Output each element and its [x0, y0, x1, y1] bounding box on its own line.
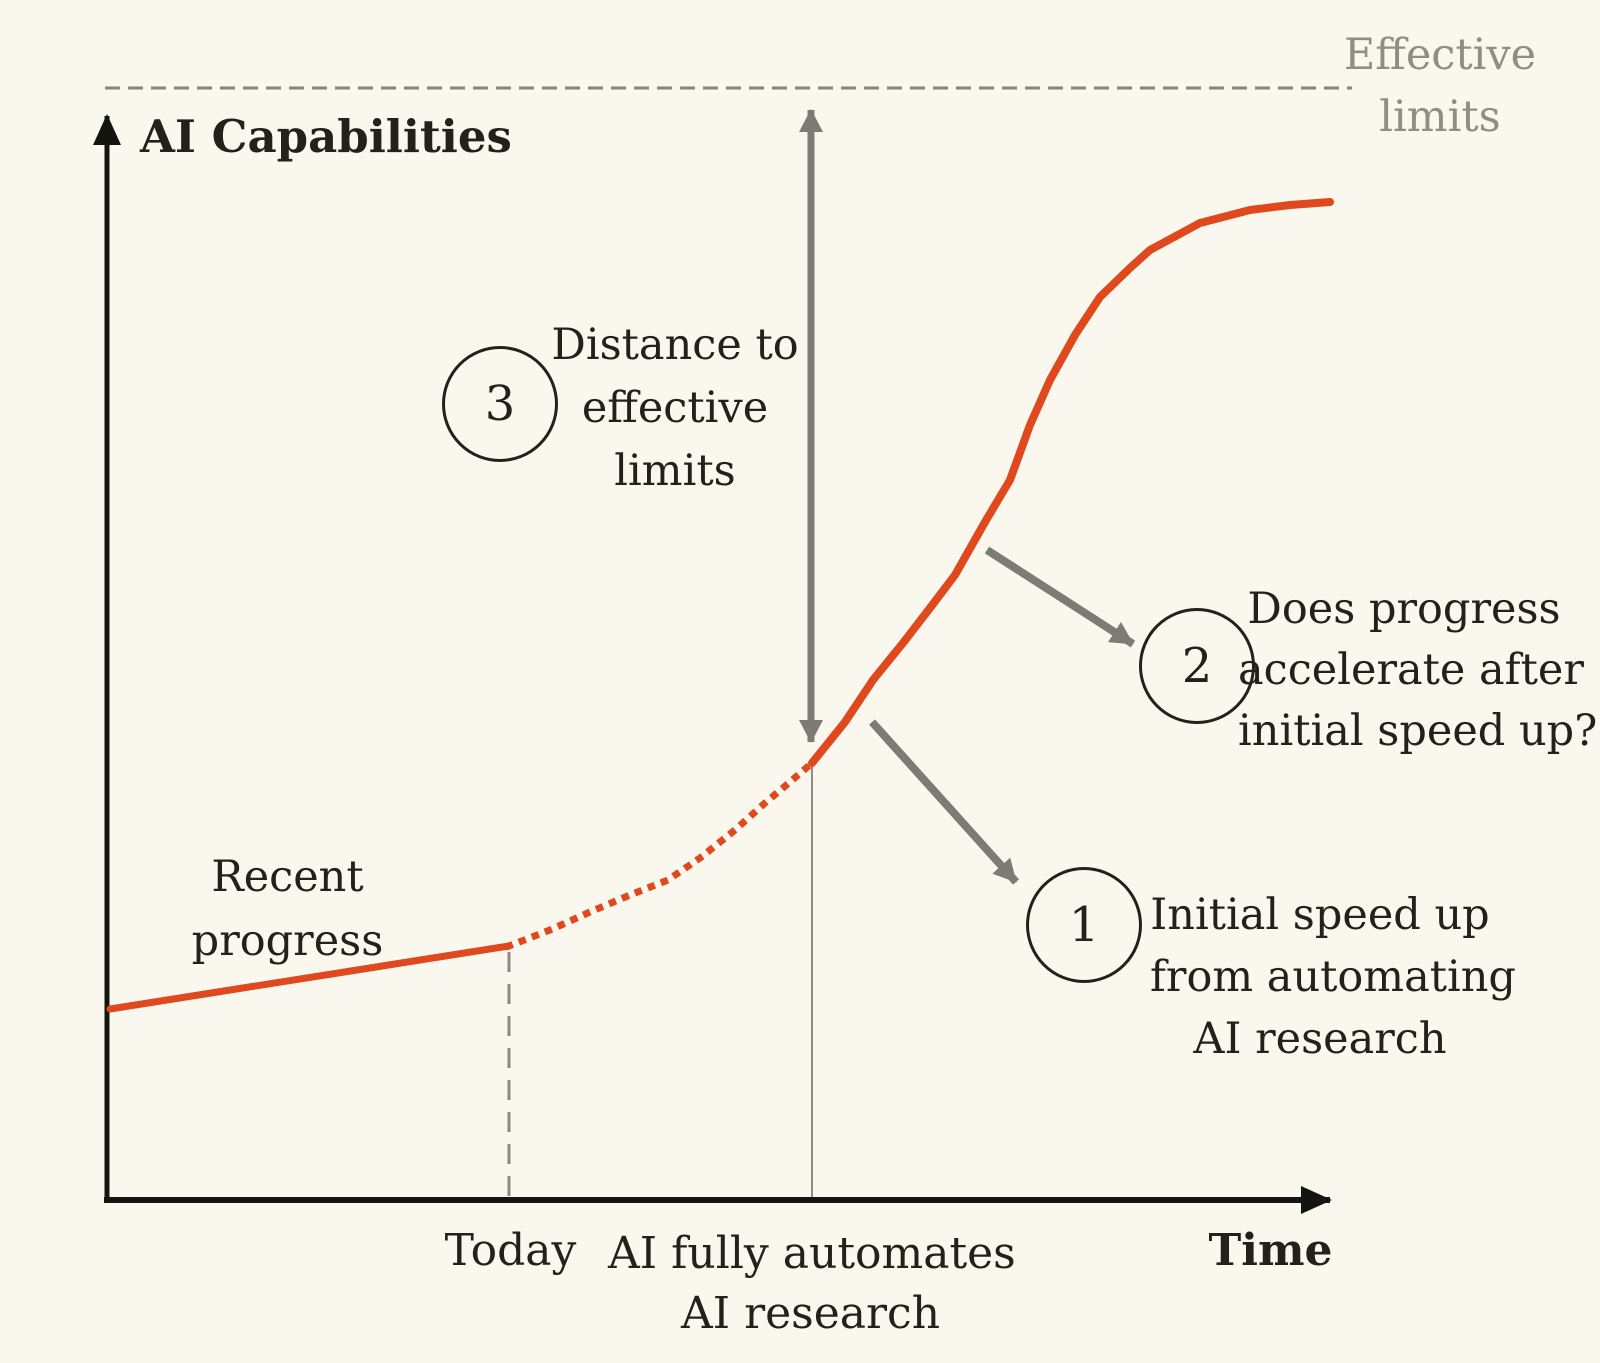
automation-milestone-label-line1: AI fully automates [608, 1228, 1016, 1279]
capability-curve-recent-progress [106, 942, 513, 1013]
annotation-3-number: 3 [484, 376, 516, 432]
annotation-3-text-line1: Distance to [551, 320, 799, 370]
annotation-1-text-line3: AI research [1193, 1014, 1447, 1064]
automation-milestone-label-line2: AI research [680, 1288, 941, 1339]
recent-progress-label-line2: progress [191, 916, 384, 966]
annotation-3-number-badge: 3 [442, 346, 558, 462]
annotation-2-text-line1: Does progress [1247, 584, 1561, 634]
x-axis-label: Time [1208, 1225, 1333, 1276]
today-tick-label: Today [444, 1225, 577, 1276]
annotation-2-text-line3: initial speed up? [1238, 706, 1598, 756]
annotation-2-text-line2: accelerate after [1238, 645, 1584, 695]
annotation-3-text-line3: limits [614, 446, 736, 496]
effective-limits-label-line1: Effective [1343, 30, 1537, 80]
automation-milestone-label: AI fully automates AI research [608, 1224, 1016, 1344]
annotation-1-number: 1 [1068, 897, 1100, 953]
annotation-1-text-line2: from automating [1150, 952, 1516, 1002]
recent-progress-label: Recent progress [175, 845, 400, 973]
annotation-2-number: 2 [1181, 638, 1213, 694]
annotation-2-pointer-arrow [984, 546, 1136, 648]
annotation-1-number-badge: 1 [1026, 867, 1142, 983]
y-axis-label: AI Capabilities [140, 110, 512, 163]
annotation-1-text: Initial speed up from automating AI rese… [1150, 884, 1516, 1070]
annotation-2-number-badge: 2 [1139, 608, 1255, 724]
annotation-1-text-line1: Initial speed up [1150, 890, 1490, 940]
capability-curve-post-automation [808, 198, 1334, 767]
annotation-3-text: Distance to effective limits [510, 314, 840, 503]
effective-limits-label-line2: limits [1379, 92, 1501, 142]
annotation-3-text-line2: effective [581, 383, 769, 433]
annotation-1-pointer-arrow [869, 719, 1019, 885]
recent-progress-label-line1: Recent [211, 852, 364, 902]
effective-limits-label: Effective limits [1340, 24, 1540, 148]
capability-curve-projected-dotted [504, 758, 817, 951]
annotation-2-text: Does progress accelerate after initial s… [1238, 579, 1598, 762]
